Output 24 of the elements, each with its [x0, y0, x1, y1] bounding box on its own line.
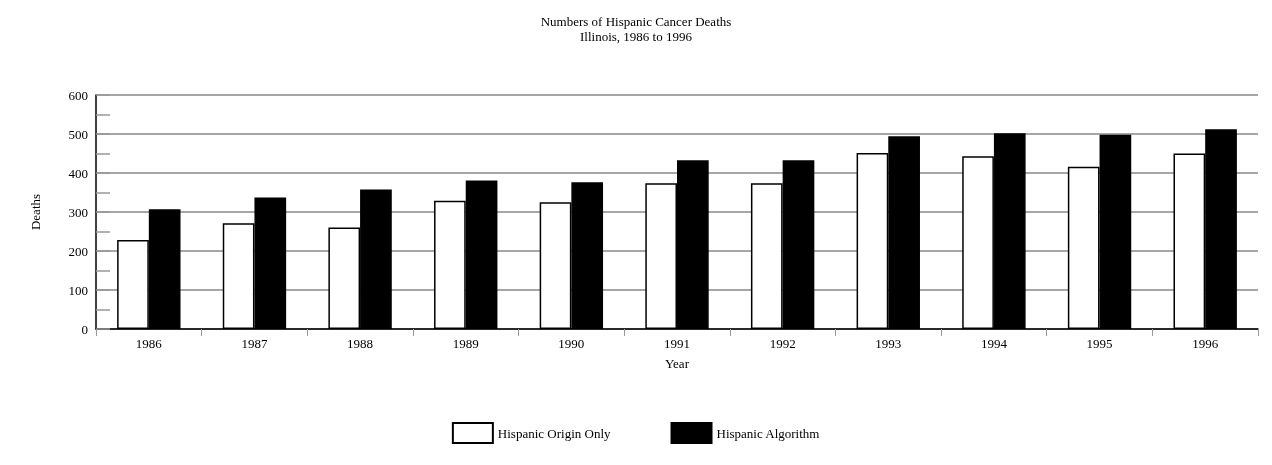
y-tick-label: 100: [68, 282, 88, 298]
x-tick-label: 1995: [1086, 336, 1113, 351]
x-tick-label: 1987: [241, 336, 268, 351]
y-tick-label: 300: [68, 204, 88, 220]
chart-subtitle: Illinois, 1986 to 1996: [580, 29, 693, 44]
x-tick-label: 1989: [452, 336, 479, 351]
x-tick-label: 1986: [135, 336, 163, 351]
x-tick-label: 1990: [558, 336, 585, 351]
y-axis-title: Deaths: [28, 193, 43, 231]
x-tick-label: 1991: [664, 336, 690, 351]
y-tick-label: 200: [68, 243, 88, 259]
legend-label: Hispanic Origin Only: [497, 425, 612, 441]
y-tick-label: 500: [68, 126, 88, 142]
y-tick-label: 600: [68, 87, 88, 103]
y-tick-label: 0: [81, 321, 88, 337]
x-tick-label: 1988: [347, 336, 374, 351]
legend-label: Hispanic Algorithm: [716, 425, 820, 441]
y-tick-label: 400: [68, 165, 88, 181]
chart-title: Numbers of Hispanic Cancer Deaths: [540, 14, 732, 29]
x-tick-label: 1994: [980, 336, 1008, 351]
x-axis-title: Year: [665, 356, 690, 371]
x-tick-label: 1993: [875, 336, 902, 351]
x-tick-label: 1992: [769, 336, 796, 351]
x-tick-label: 1996: [1192, 336, 1219, 351]
